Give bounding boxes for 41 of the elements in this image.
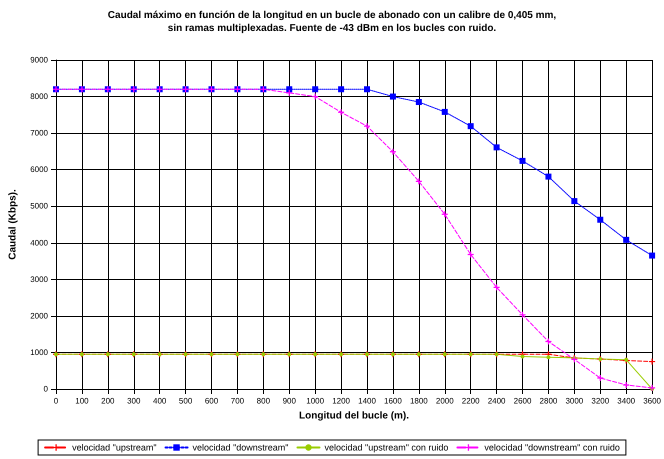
x-tick-label: 300 [127,396,141,406]
x-tick-label: 3200 [591,396,610,406]
y-tick-label: 1000 [30,348,49,357]
x-tick-label: 1000 [306,396,325,406]
x-tick-label: 3000 [565,396,584,406]
y-tick-label: 8000 [30,92,49,102]
y-tick-label: 6000 [30,165,49,174]
x-tick-label: 2400 [488,396,506,406]
y-tick-label: 7000 [30,128,49,138]
y-tick-label: 2000 [30,311,49,320]
y-tick-label: 0 [44,384,49,394]
x-tick-label: 1800 [410,396,428,406]
x-tick-label: 400 [152,396,167,406]
y-tick-label: 4000 [30,238,49,248]
x-tick-label: 900 [282,396,296,406]
x-tick-label: 2800 [540,396,558,406]
x-tick-label: 2000 [436,396,454,406]
x-tick-label: 200 [101,396,116,406]
x-tick-label: 700 [230,396,245,406]
x-tick-label: 3400 [617,396,636,406]
x-axis-title: Longitud del bucle (m). [299,410,410,422]
x-tick-label: 500 [178,396,193,406]
x-tick-label: 1200 [332,396,351,406]
chart-title: Caudal máximo en función de la longitud en un bucle de abonado con un calibre de 0,405 mm, sin ramas multiplexadas. Fuente de -43 dBm en los bucles con ruido. [108,10,556,34]
legend-label: velocidad "upstream" con ruido [324,442,448,452]
x-tick-label: 600 [204,396,219,406]
x-tick-label: 0 [54,396,59,406]
y-axis-title: Caudal (Kbps). [8,189,18,260]
x-tick-label: 800 [256,396,271,406]
y-tick-label: 3000 [30,274,49,284]
x-tick-label: 2600 [514,396,532,406]
legend-label: velocidad "downstream" [192,442,288,452]
x-tick-label: 3600 [643,396,662,406]
y-tick-label: 5000 [30,202,49,211]
x-tick-label: 100 [75,396,90,406]
x-tick-label: 1600 [384,396,402,406]
y-tick-label: 9000 [30,56,49,64]
legend-label: velocidad "downstream" con ruido [484,442,620,452]
legend-label: velocidad "upstream" [72,442,157,452]
x-tick-label: 1400 [358,396,376,406]
x-tick-label: 2200 [462,396,480,406]
